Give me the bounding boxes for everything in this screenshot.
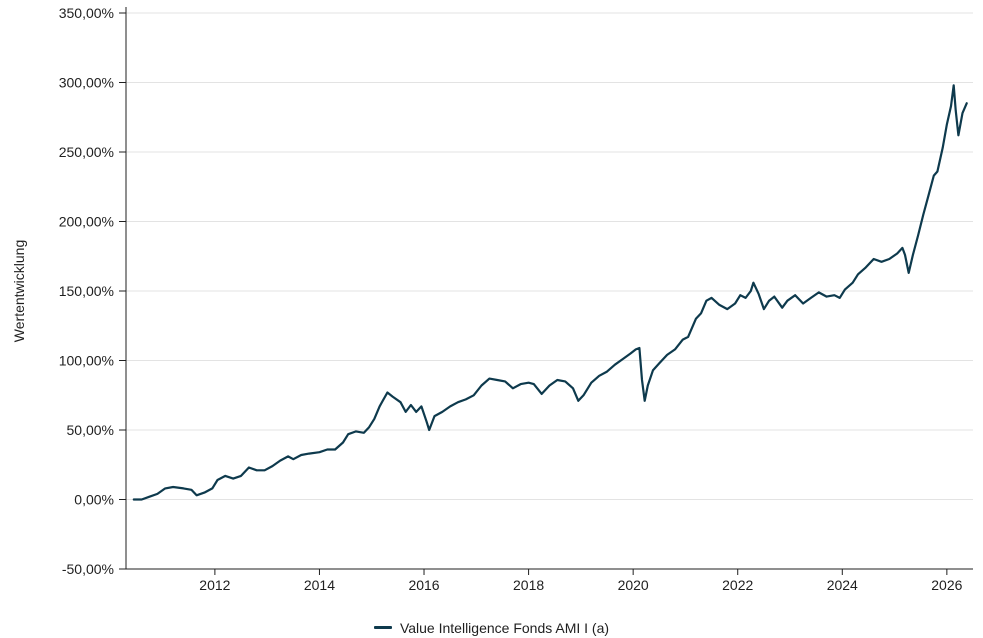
y-tick-label: 100,00% <box>59 353 114 369</box>
y-axis-label: Wertentwicklung <box>11 240 27 342</box>
y-tick-label: 50,00% <box>67 422 114 438</box>
y-tick-label: 300,00% <box>59 75 114 91</box>
x-tick-label: 2020 <box>618 577 649 593</box>
y-tick-labels: -50,00% 0,00% 50,00% 100,00% 150,00% 200,00% 2… <box>59 5 114 577</box>
y-tick-label: 350,00% <box>59 5 114 21</box>
x-tick-label: 2014 <box>304 577 335 593</box>
axes <box>119 7 973 575</box>
x-tick-label: 2018 <box>513 577 544 593</box>
legend-item[interactable]: Value Intelligence Fonds AMI I (a) <box>373 619 610 636</box>
series-line <box>132 84 968 501</box>
x-tick-label: 2016 <box>408 577 439 593</box>
legend: Value Intelligence Fonds AMI I (a) <box>0 616 983 636</box>
legend-label: Value Intelligence Fonds AMI I (a) <box>399 619 610 636</box>
legend-swatch <box>373 626 392 629</box>
y-tick-label: 250,00% <box>59 144 114 160</box>
x-tick-label: 2022 <box>722 577 753 593</box>
x-tick-label: 2012 <box>199 577 230 593</box>
y-tick-label: -50,00% <box>62 561 114 577</box>
y-tick-label: 200,00% <box>59 214 114 230</box>
y-tick-label: 150,00% <box>59 283 114 299</box>
x-tick-labels: 2012 2014 2016 2018 2020 2022 2024 2026 <box>199 577 962 593</box>
x-tick-label: 2024 <box>827 577 858 593</box>
gridlines <box>126 12 973 500</box>
y-tick-label: 0,00% <box>74 492 114 508</box>
x-tick-label: 2026 <box>931 577 962 593</box>
series-layer <box>132 84 968 501</box>
